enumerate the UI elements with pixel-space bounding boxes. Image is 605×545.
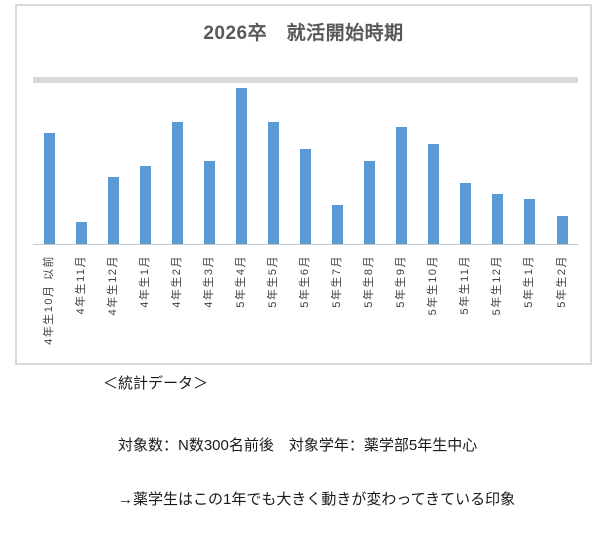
- bar-slot: [257, 77, 289, 244]
- bar: [524, 199, 536, 244]
- bar: [75, 221, 87, 244]
- x-axis-label: 5年生7月: [331, 255, 344, 308]
- stats-notes-line-sample: 対象数：N数300名前後 対象学年：薬学部5年生中心: [118, 437, 478, 454]
- x-axis-label: 5年生2月: [555, 255, 568, 308]
- x-axis-label: 5年生5月: [266, 255, 279, 308]
- gridline: [33, 79, 578, 80]
- bar: [203, 160, 215, 244]
- bar-slot: [290, 77, 322, 244]
- x-axis-label: 5年生11月: [459, 255, 472, 315]
- bar-slot: [161, 77, 193, 244]
- gridline: [33, 80, 578, 81]
- bar-slot: [482, 77, 514, 244]
- bar: [332, 205, 344, 244]
- x-axis-label: 5年生1月: [523, 255, 536, 308]
- x-axis-label: 4年生11月: [74, 255, 87, 315]
- bar: [556, 216, 568, 244]
- bar-slot: [65, 77, 97, 244]
- x-axis-label: 5年生12月: [491, 255, 504, 316]
- bar: [235, 88, 247, 244]
- gridline: [33, 81, 578, 82]
- bar-slot: [322, 77, 354, 244]
- bar-slot: [129, 77, 161, 244]
- x-axis-label: 5年生9月: [395, 255, 408, 308]
- bar: [267, 121, 279, 244]
- x-axis-label: 4年生12月: [106, 255, 119, 316]
- gridline: [33, 78, 578, 79]
- x-axis-label: 4年生1月: [138, 255, 151, 308]
- stats-notes: ＜統計データ＞ 対象数：N数300名前後 対象学年：薬学部5年生中心 →薬学生は…: [103, 372, 515, 545]
- bar: [171, 121, 183, 244]
- bar-slot: [514, 77, 546, 244]
- bar-slot: [97, 77, 129, 244]
- x-axis-label: 4年生2月: [170, 255, 183, 308]
- bar-slot: [193, 77, 225, 244]
- bar-slot: [546, 77, 578, 244]
- x-axis-label: 5年生4月: [234, 255, 247, 308]
- gridline: [33, 77, 578, 78]
- bar: [43, 132, 55, 244]
- bar-slot: [450, 77, 482, 244]
- x-axis-label: 5年生10月: [427, 255, 440, 316]
- x-axis-label: 4年生10月 以前: [42, 255, 55, 345]
- bar-slot: [386, 77, 418, 244]
- bar: [107, 177, 119, 244]
- bar-slot: [33, 77, 65, 244]
- bar-slot: [225, 77, 257, 244]
- gridlines: [33, 77, 578, 83]
- bar: [364, 160, 376, 244]
- plot-area: [33, 77, 578, 245]
- gridline: [33, 82, 578, 83]
- x-axis-label: 4年生3月: [202, 255, 215, 308]
- bar-slot: [418, 77, 450, 244]
- bar-slot: [354, 77, 386, 244]
- bar: [460, 182, 472, 244]
- x-axis-label: 5年生8月: [363, 255, 376, 308]
- bar: [492, 193, 504, 244]
- chart-title: 2026卒 就活開始時期: [203, 23, 404, 44]
- bar: [300, 149, 312, 244]
- stats-notes-heading: ＜統計データ＞: [103, 375, 209, 392]
- stats-notes-line-impression: →薬学生はこの1年でも大きく動きが変わってきている印象: [118, 491, 516, 508]
- chart-frame: 2026卒 就活開始時期 4年生10月 以前 4年生11月 4年生12月 4年生1月 4…: [15, 4, 592, 365]
- bar: [428, 143, 440, 244]
- bar: [396, 127, 408, 244]
- bar-series: [33, 77, 578, 244]
- x-axis-labels: 4年生10月 以前 4年生11月 4年生12月 4年生1月 4年生2月 4年生3月 5年生4…: [33, 252, 578, 362]
- bar: [139, 166, 151, 244]
- x-axis-label: 5年生6月: [299, 255, 312, 308]
